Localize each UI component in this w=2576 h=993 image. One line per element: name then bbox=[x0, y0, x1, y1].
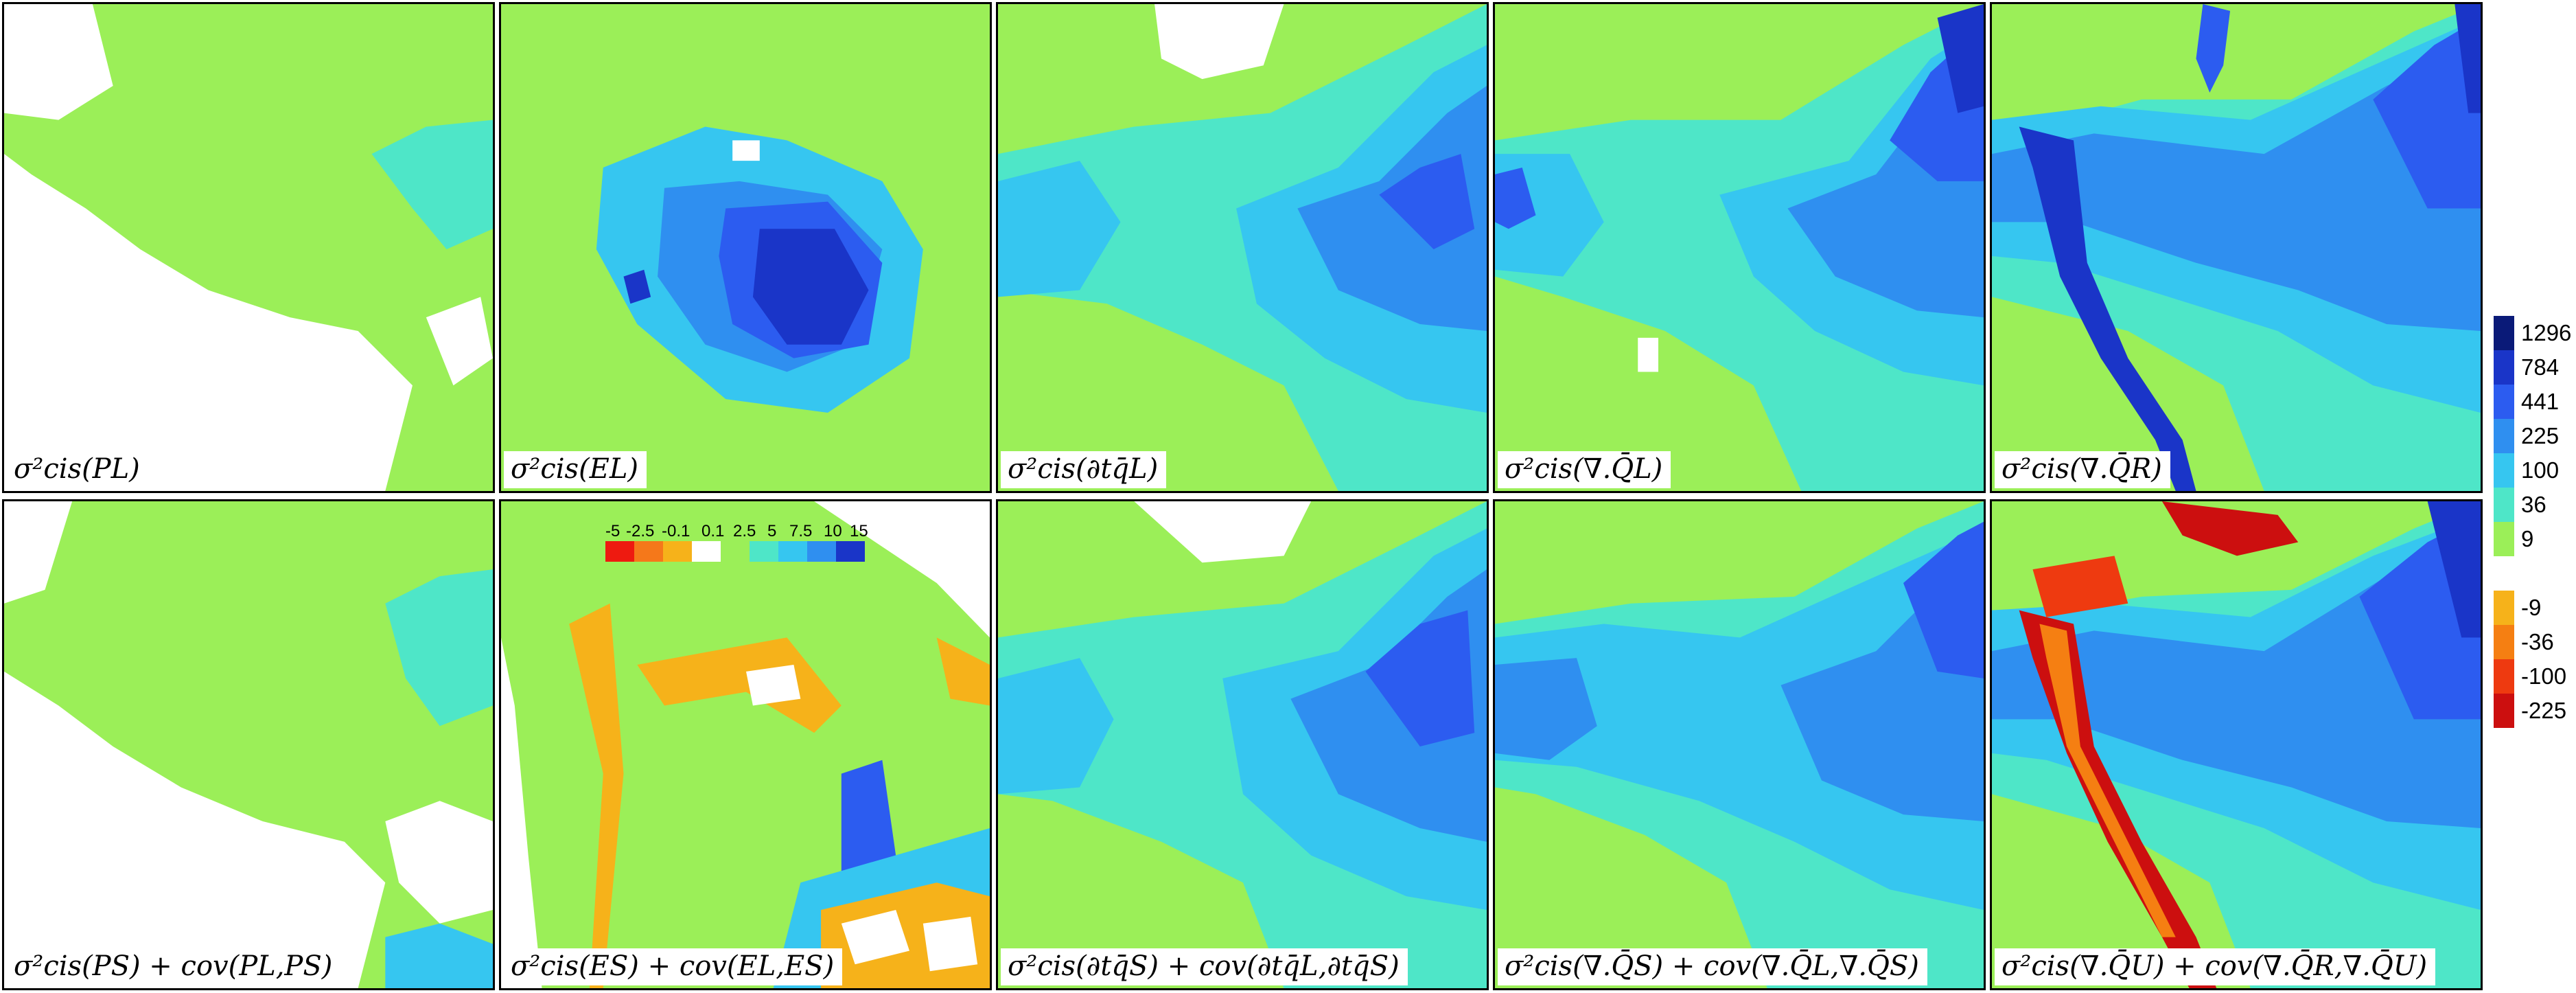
map-field bbox=[1992, 501, 2481, 988]
panel-label: σ²cis(∂tq̄S) + cov(∂tq̄L,∂tq̄S) bbox=[1001, 948, 1408, 985]
map-field bbox=[1495, 4, 1984, 491]
inset-colorbar: -5 -2.5 -0.1 0.1 2.5 5 7.5 10 15 bbox=[605, 522, 914, 566]
map-field bbox=[501, 4, 990, 491]
colorbar-swatch bbox=[2494, 316, 2514, 350]
colorbar-tick-label: 225 bbox=[2521, 423, 2560, 448]
inset-swatch bbox=[807, 541, 836, 562]
inset-tick-label: -2.5 bbox=[626, 522, 655, 540]
panel-label: σ²cis(∂tq̄L) bbox=[1001, 451, 1167, 488]
map-field bbox=[501, 501, 990, 988]
inset-tick-label: 5 bbox=[767, 522, 777, 540]
colorbar-tick-label: 100 bbox=[2521, 457, 2560, 483]
panel-label: σ²cis(∇.Q̄L) bbox=[1498, 451, 1671, 488]
colorbar-swatch bbox=[2494, 453, 2514, 488]
inset-swatch bbox=[750, 541, 778, 562]
colorbar-swatch bbox=[2494, 591, 2514, 625]
panel-label: σ²cis(ES) + cov(EL,ES) bbox=[504, 948, 843, 985]
map-panel-ES: σ²cis(ES) + cov(EL,ES) bbox=[499, 499, 992, 990]
colorbar-swatch bbox=[2494, 556, 2514, 591]
inset-swatch bbox=[663, 541, 692, 562]
map-field bbox=[1992, 4, 2481, 491]
panel-label: σ²cis(∇.Q̄R) bbox=[1995, 451, 2170, 488]
inset-tick-label: -5 bbox=[605, 522, 620, 540]
inset-tick-label: 2.5 bbox=[733, 522, 756, 540]
map-panel-PL: σ²cis(PL) bbox=[2, 2, 495, 493]
map-panel-divQU: σ²cis(∇.Q̄U) + cov(∇.Q̄R,∇.Q̄U) bbox=[1990, 499, 2483, 990]
map-panel-divQL: σ²cis(∇.Q̄L) bbox=[1493, 2, 1986, 493]
inset-tick-label: 7.5 bbox=[789, 522, 813, 540]
panel-label: σ²cis(PL) bbox=[7, 451, 148, 488]
map-field bbox=[4, 4, 493, 491]
colorbar-tick-label: 784 bbox=[2521, 354, 2560, 380]
colorbar-swatch bbox=[2494, 350, 2514, 385]
map-panel-dtqS: σ²cis(∂tq̄S) + cov(∂tq̄L,∂tq̄S) bbox=[996, 499, 1489, 990]
map-panel-divQR: σ²cis(∇.Q̄R) bbox=[1990, 2, 2483, 493]
colorbar-tick-label: 36 bbox=[2521, 492, 2546, 517]
colorbar-tick-label: -36 bbox=[2521, 629, 2554, 654]
map-panel-divQS: σ²cis(∇.Q̄S) + cov(∇.Q̄L,∇.Q̄S) bbox=[1493, 499, 1986, 990]
map-field bbox=[998, 501, 1487, 988]
colorbar-swatch bbox=[2494, 694, 2514, 728]
inset-swatch bbox=[778, 541, 807, 562]
colorbar-swatch bbox=[2494, 419, 2514, 453]
map-panel-EL: σ²cis(EL) bbox=[499, 2, 992, 493]
map-field bbox=[1495, 501, 1984, 988]
inset-swatch bbox=[605, 541, 634, 562]
inset-tick-label: -0.1 bbox=[662, 522, 691, 540]
colorbar-tick-label: 441 bbox=[2521, 389, 2560, 414]
colorbar-swatch bbox=[2494, 659, 2514, 694]
panel-label: σ²cis(∇.Q̄S) + cov(∇.Q̄L,∇.Q̄S) bbox=[1498, 948, 1927, 985]
map-panel-PS: σ²cis(PS) + cov(PL,PS) bbox=[2, 499, 495, 990]
map-field bbox=[998, 4, 1487, 491]
inset-swatch bbox=[692, 541, 721, 562]
colorbar-swatch bbox=[2494, 625, 2514, 659]
panel-label: σ²cis(EL) bbox=[504, 451, 647, 488]
inset-tick-label: 10 bbox=[824, 522, 842, 540]
map-panel-dtqL: σ²cis(∂tq̄L) bbox=[996, 2, 1489, 493]
colorbar-tick-label: -9 bbox=[2521, 595, 2542, 620]
colorbar-tick-label: -100 bbox=[2521, 663, 2567, 689]
colorbar-tick-label: 9 bbox=[2521, 526, 2534, 551]
inset-tick-label: 0.1 bbox=[701, 522, 725, 540]
inset-tick-label: 15 bbox=[850, 522, 868, 540]
colorbar-tick-label: -225 bbox=[2521, 698, 2567, 723]
colorbar-swatch bbox=[2494, 488, 2514, 522]
colorbar-swatch bbox=[2494, 385, 2514, 419]
panel-label: σ²cis(PS) + cov(PL,PS) bbox=[7, 948, 341, 985]
map-field bbox=[4, 501, 493, 988]
colorbar-swatch bbox=[2494, 522, 2514, 556]
panel-label: σ²cis(∇.Q̄U) + cov(∇.Q̄R,∇.Q̄U) bbox=[1995, 948, 2436, 985]
inset-swatch bbox=[721, 541, 750, 562]
colorbar-tick-label: 1296 bbox=[2521, 320, 2572, 345]
inset-swatch bbox=[836, 541, 865, 562]
inset-swatch bbox=[634, 541, 663, 562]
